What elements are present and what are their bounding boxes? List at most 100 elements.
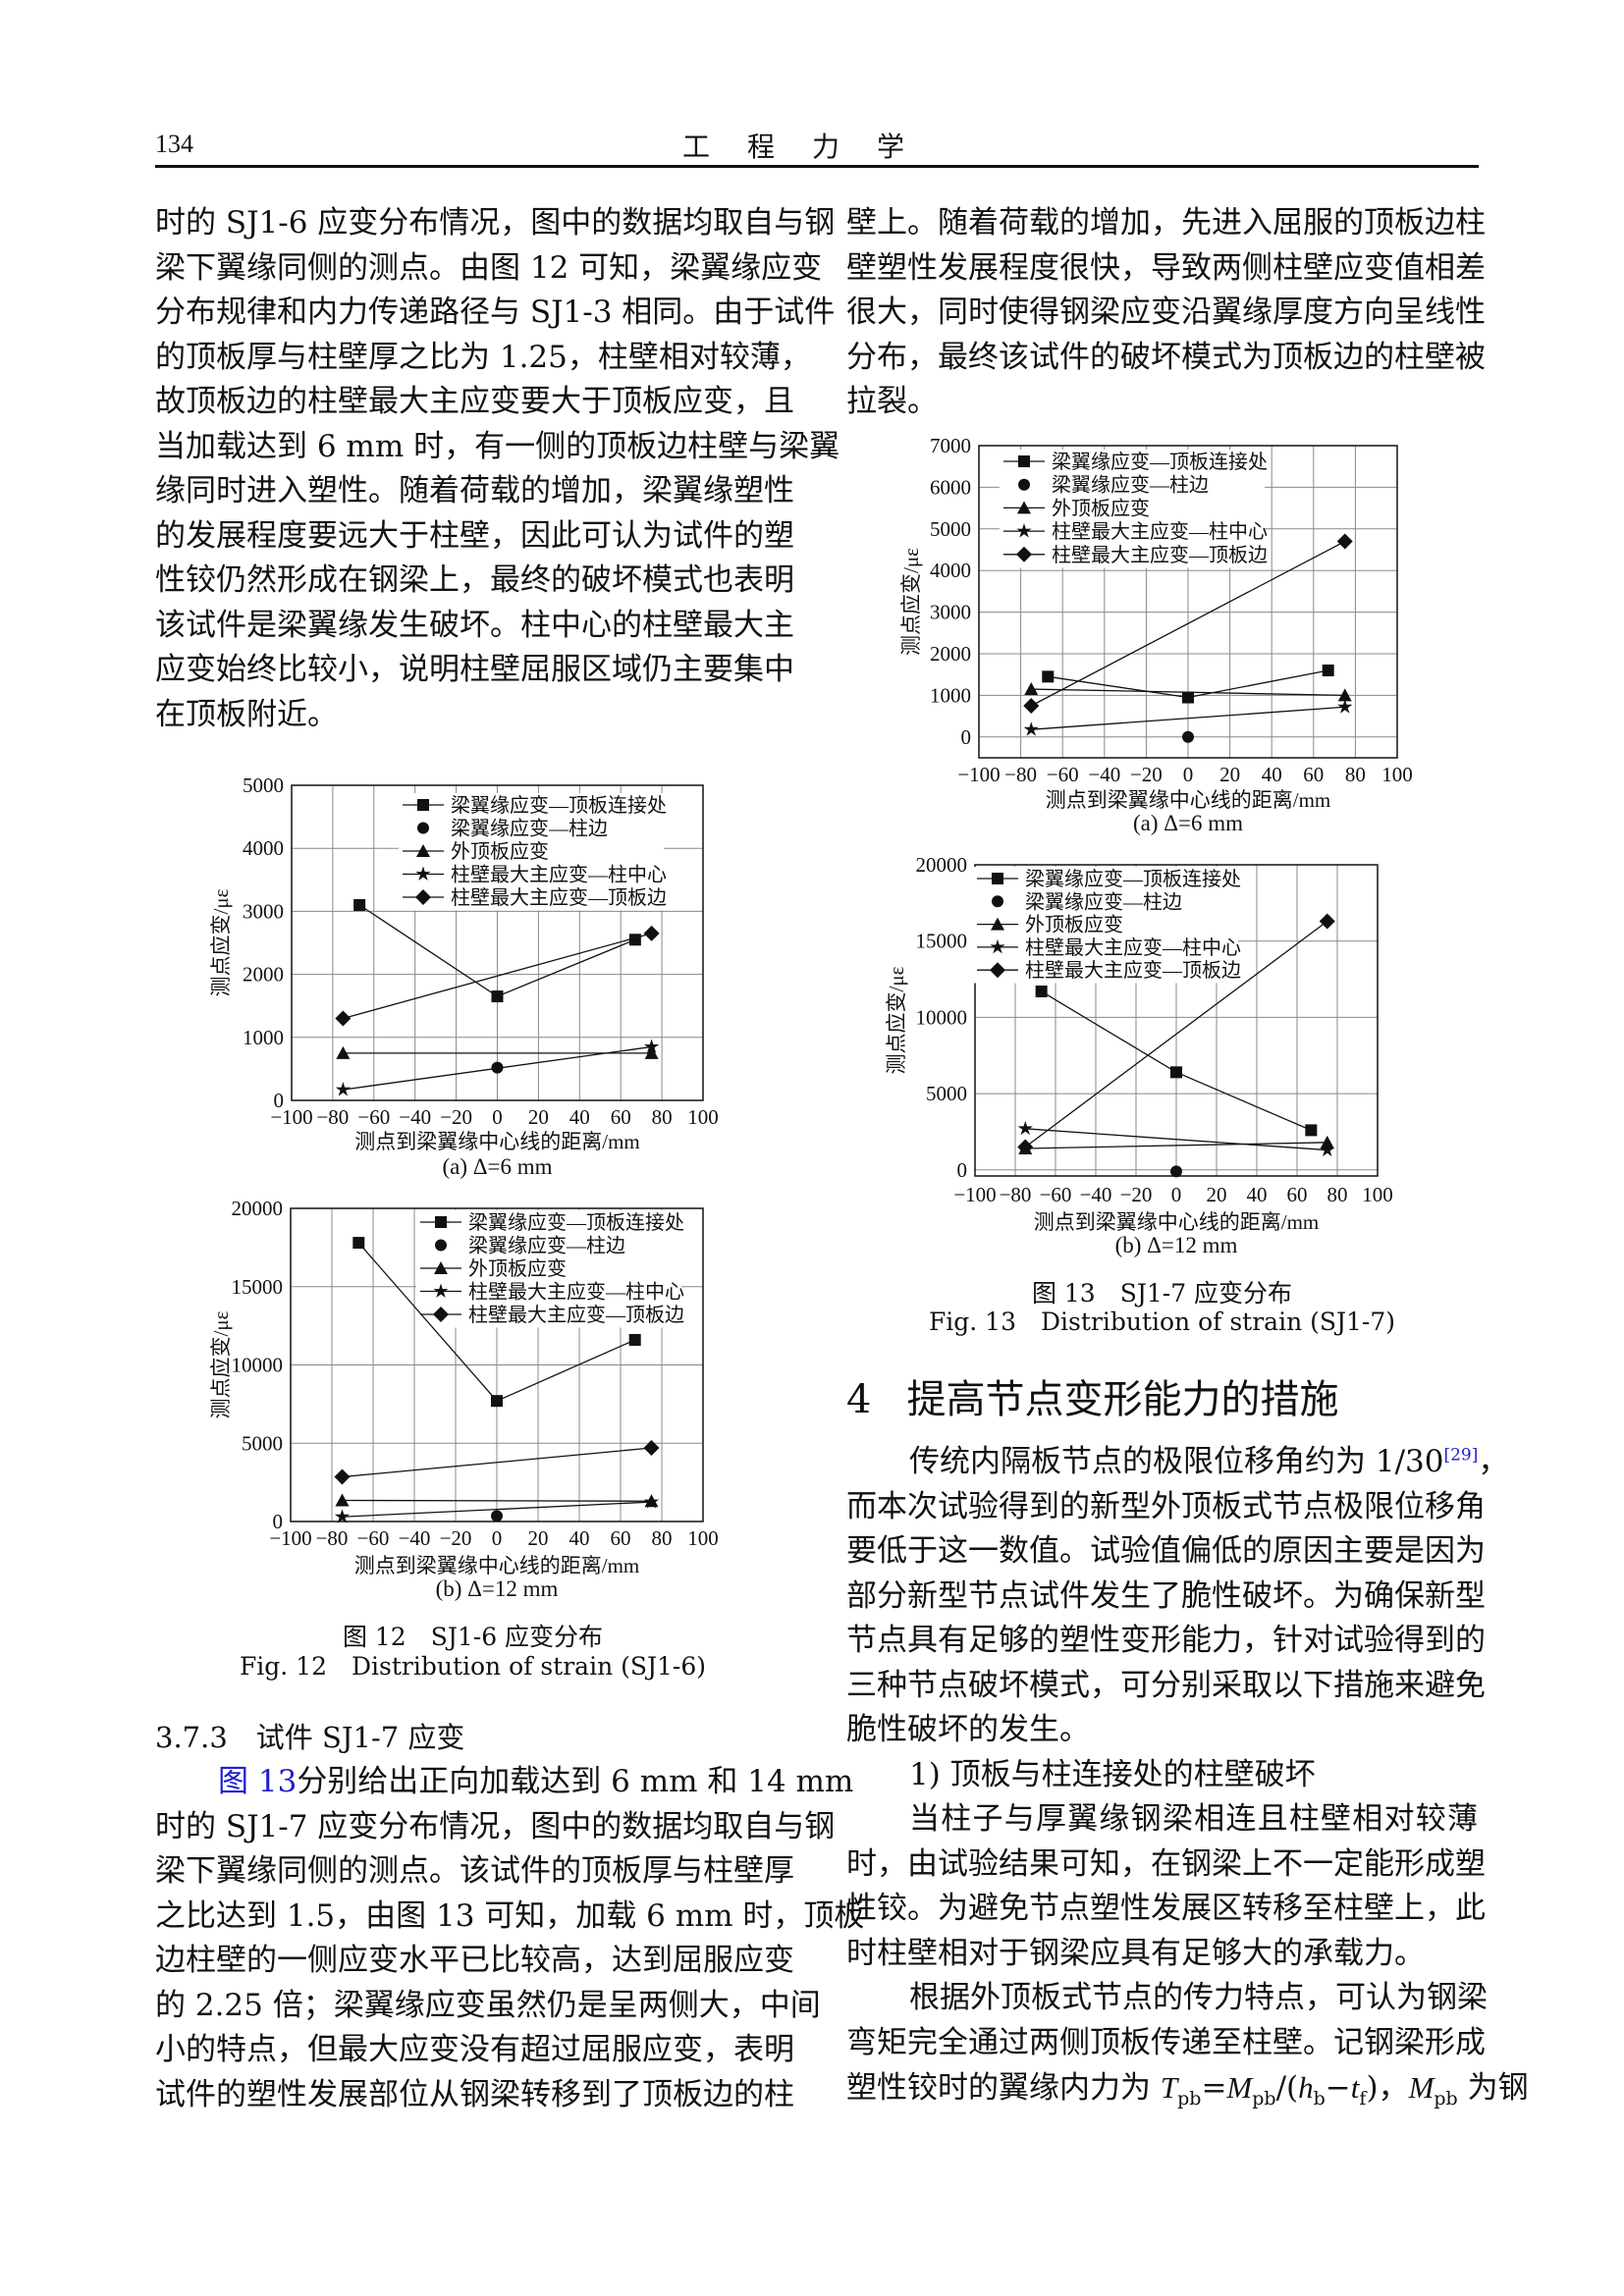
data-point-square bbox=[1042, 670, 1055, 683]
data-point-square bbox=[1170, 1066, 1182, 1079]
x-tick-label: 60 bbox=[1303, 763, 1324, 786]
data-point-diamond bbox=[1336, 533, 1353, 550]
fig12-caption-cn: 图 12 SJ1-6 应变分布 bbox=[342, 1623, 604, 1651]
legend-marker-square-icon bbox=[1018, 455, 1030, 467]
legend-label: 柱壁最大主应变—顶板边 bbox=[1052, 544, 1268, 566]
x-tick-label: 20 bbox=[1219, 763, 1240, 786]
x-tick-label: −100 bbox=[270, 1105, 312, 1129]
x-tick-label: 100 bbox=[1381, 763, 1413, 786]
legend-label: 梁翼缘应变—柱边 bbox=[451, 818, 608, 840]
list-item-1: 1) 顶板与柱连接处的柱壁破坏 bbox=[909, 1756, 1316, 1792]
paragraph-line: 拉裂。 bbox=[846, 384, 938, 419]
data-point-diamond bbox=[335, 1010, 352, 1027]
x-tick-label: 0 bbox=[1183, 763, 1194, 786]
data-point-diamond bbox=[334, 1468, 351, 1485]
legend-label: 外顶板应变 bbox=[1025, 914, 1123, 936]
section-heading-3-7-3: 3.7.3 试件 SJ1-7 应变 bbox=[155, 1721, 465, 1754]
legend-marker-diamond-icon bbox=[990, 962, 1005, 979]
data-point-diamond bbox=[1017, 1139, 1034, 1155]
paragraph-line: 在顶板附近。 bbox=[155, 696, 338, 732]
data-point-diamond bbox=[1319, 913, 1335, 930]
x-tick-label: 100 bbox=[1362, 1183, 1393, 1206]
legend-label: 外顶板应变 bbox=[451, 840, 549, 863]
data-point-square bbox=[1035, 985, 1048, 997]
paragraph-lines: 而本次试验得到的新型外顶板式节点极限位移角 要低于这一数值。试验值偏低的原因主要是… bbox=[846, 1485, 1486, 1753]
data-point-triangle bbox=[1337, 688, 1352, 702]
data-point-circle bbox=[491, 1510, 503, 1522]
x-tick-label: −20 bbox=[1120, 1183, 1153, 1206]
legend-label: 柱壁最大主应变—柱中心 bbox=[451, 864, 667, 886]
data-point-square bbox=[1322, 664, 1334, 676]
legend-label: 梁翼缘应变—顶板连接处 bbox=[1052, 451, 1268, 473]
paragraph-line: 分布，最终该试件的破坏模式为顶板边的柱壁被 bbox=[846, 339, 1486, 375]
paragraph-line: 当柱子与厚翼缘钢梁相连且柱壁相对较薄 bbox=[909, 1801, 1478, 1837]
series-line bbox=[342, 1501, 652, 1518]
y-tick-label: 0 bbox=[957, 1158, 968, 1182]
x-tick-label: −20 bbox=[1130, 763, 1163, 786]
plot-frame bbox=[978, 445, 1398, 759]
left-bottom-paragraph: 图 13分别给出正向加载达到 6 mm 和 14 mm 时的 SJ1-7 应变分… bbox=[155, 1760, 864, 2117]
data-point-square bbox=[1182, 691, 1194, 704]
y-tick-label: 10000 bbox=[232, 1354, 284, 1377]
x-tick-label: 100 bbox=[687, 1526, 719, 1550]
paragraph-line: 的发展程度要远大于柱壁，因此可认为试件的塑 bbox=[155, 517, 794, 554]
legend-marker-triangle-icon bbox=[434, 1261, 448, 1274]
legend-marker-star-icon bbox=[1016, 523, 1032, 538]
x-tick-label: −80 bbox=[316, 1526, 349, 1550]
legend-marker-triangle-icon bbox=[416, 844, 430, 857]
paragraph-line: 梁下翼缘同侧的测点。由图 12 可知，梁翼缘应变 bbox=[155, 249, 823, 286]
legend-label: 柱壁最大主应变—顶板边 bbox=[451, 886, 667, 909]
y-tick-label: 4000 bbox=[243, 836, 284, 860]
x-tick-label: −80 bbox=[316, 1105, 349, 1129]
paragraph-line: 很大，同时使得钢梁应变沿翼缘厚度方向呈线性 bbox=[846, 294, 1486, 330]
legend-background bbox=[1000, 450, 1265, 568]
series-line bbox=[1031, 688, 1345, 697]
paragraph-lines: 当柱子与厚翼缘钢梁相连且柱壁相对较薄 时，由试验结果可知，在钢梁上不一定能形成塑性… bbox=[846, 1797, 1486, 1976]
x-tick-label: 0 bbox=[492, 1105, 503, 1129]
paragraph-line: 缘同时进入塑性。随着荷载的增加，梁翼缘塑性 bbox=[155, 473, 794, 508]
legend-marker-diamond-icon bbox=[1016, 546, 1032, 562]
paragraph-line: 梁下翼缘同侧的测点。该试件的顶板厚与柱壁厚 bbox=[155, 1853, 794, 1889]
x-tick-label: 40 bbox=[569, 1105, 590, 1129]
citation-29-link[interactable]: [29] bbox=[1443, 1445, 1479, 1466]
x-tick-label: −100 bbox=[957, 763, 1000, 786]
paragraph-line: 时柱壁相对于钢梁应具有足够大的承载力。 bbox=[846, 1935, 1425, 1971]
data-point-star bbox=[1023, 721, 1039, 736]
strain-chart-3: −100 −80 −60 −40 −20 0 20 40 60 80 100 0 5000 10000 15… bbox=[885, 853, 1393, 1257]
figure-13-link[interactable]: 图 13 bbox=[218, 1764, 298, 1799]
y-axis-label: 测点应变/με bbox=[209, 888, 233, 996]
legend-label: 柱壁最大主应变—顶板边 bbox=[468, 1304, 684, 1326]
paragraph-line: 时的 SJ1-7 应变分布情况，图中的数据均取自与钢 bbox=[155, 1808, 836, 1844]
y-tick-label: 0 bbox=[273, 1510, 284, 1533]
data-point-triangle bbox=[1320, 1135, 1334, 1148]
x-tick-label: −20 bbox=[440, 1105, 472, 1129]
x-axis-label: 测点到梁翼缘中心线的距离/mm bbox=[1034, 1210, 1320, 1234]
x-tick-label: 60 bbox=[611, 1105, 631, 1129]
x-tick-label: −40 bbox=[1080, 1183, 1112, 1206]
series-line bbox=[1025, 1142, 1327, 1149]
legend-label: 柱壁最大主应变—柱中心 bbox=[1025, 936, 1241, 959]
legend-label: 梁翼缘应变—顶板连接处 bbox=[468, 1211, 684, 1234]
y-tick-label: 6000 bbox=[930, 475, 971, 499]
x-tick-label: 80 bbox=[652, 1105, 673, 1129]
strain-chart-2: −100 −80 −60 −40 −20 0 20 40 60 80 100010002000300… bbox=[899, 434, 1413, 835]
y-tick-label: 5000 bbox=[930, 517, 971, 541]
series-line bbox=[1031, 706, 1345, 730]
data-point-diamond bbox=[1023, 698, 1040, 714]
fig12-caption-en: Fig. 12 Distribution of strain (SJ1-6) bbox=[239, 1652, 707, 1681]
data-point-diamond bbox=[643, 925, 660, 941]
paragraph-line: 小的特点，但最大应变没有超过屈服应变，表明 bbox=[155, 2032, 794, 2067]
legend-marker-star-icon bbox=[433, 1283, 449, 1298]
x-tick-label: −80 bbox=[1004, 763, 1037, 786]
paragraph-line: 时，由试验结果可知，在钢梁上不一定能形成塑 bbox=[846, 1845, 1486, 1882]
x-tick-label: 40 bbox=[569, 1526, 590, 1550]
y-tick-label: 1000 bbox=[930, 683, 971, 707]
journal-title: 工程力学 bbox=[681, 131, 942, 163]
y-tick-label: 0 bbox=[274, 1089, 285, 1112]
legend-label: 外顶板应变 bbox=[1052, 497, 1150, 519]
legend-label: 柱壁最大主应变—柱中心 bbox=[1052, 520, 1268, 543]
paragraph-line: 部分新型节点试件发生了脆性破坏。为确保新型 bbox=[846, 1577, 1486, 1614]
legend-background bbox=[973, 867, 1238, 984]
paragraph-line: 节点具有足够的塑性变形能力，针对试验得到的 bbox=[846, 1623, 1486, 1658]
series-line bbox=[343, 933, 652, 1020]
